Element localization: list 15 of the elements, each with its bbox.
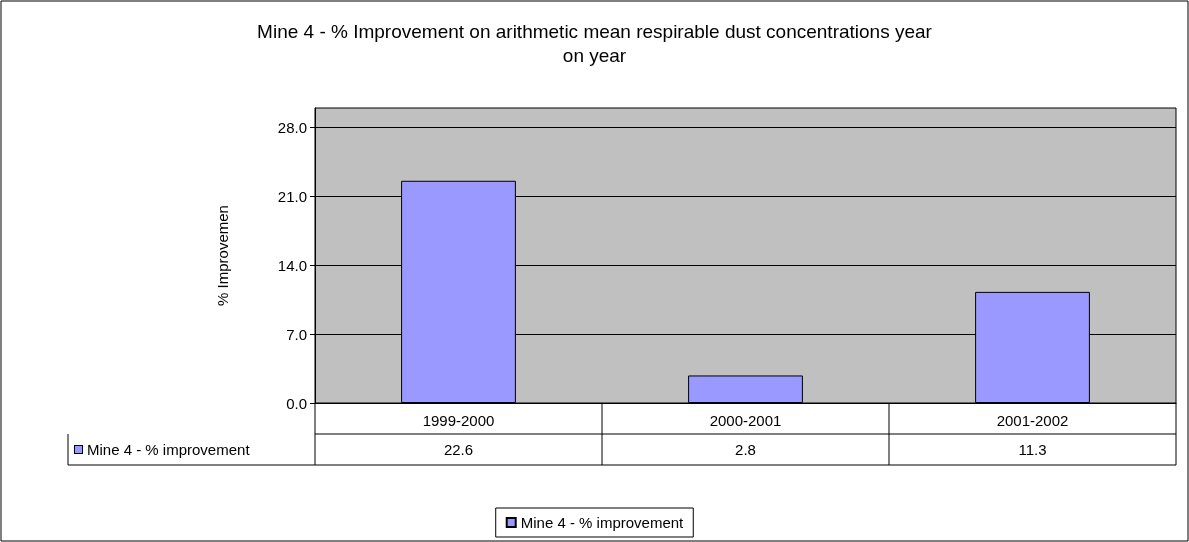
y-tick-label: 21.0 xyxy=(277,188,307,205)
x-tick-label: 2000-2001 xyxy=(709,412,782,429)
data-label: 2.8 xyxy=(735,441,756,458)
data-label: 11.3 xyxy=(1018,441,1047,458)
data-label: 22.6 xyxy=(443,441,474,458)
x-tick-label: 1999-2000 xyxy=(422,412,495,429)
y-axis-title: % Improvemen xyxy=(214,205,231,306)
text: Mine 4 - % improvement xyxy=(87,441,250,458)
chart-title: Mine 4 - % Improvement on arithmetic mean respirable dust concentrations year on year xyxy=(257,20,933,66)
y-tick-label: 14.0 xyxy=(277,256,307,274)
legend-label: Mine 4 - % improvement xyxy=(520,514,685,531)
y-tick-label: 7.0 xyxy=(286,325,307,343)
y-tick-label: 28.0 xyxy=(277,119,307,137)
x-tick-label: 2001-2002 xyxy=(996,412,1069,429)
y-tick-label: 0.0 xyxy=(286,394,307,412)
